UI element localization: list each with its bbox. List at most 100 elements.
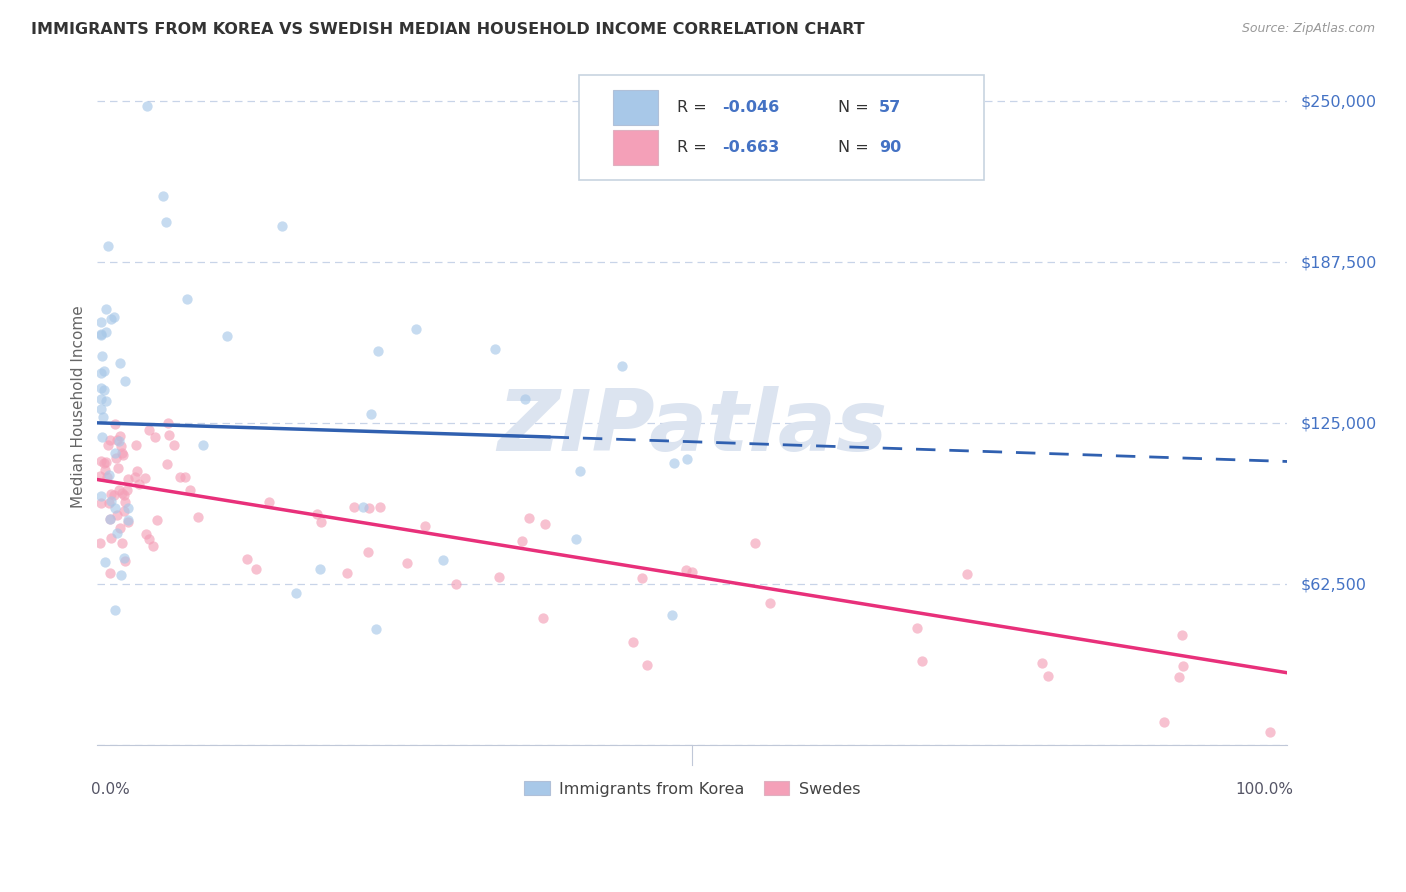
Point bbox=[112, 488, 135, 502]
Legend: Immigrants from Korea, Swedes: Immigrants from Korea, Swedes bbox=[516, 773, 869, 805]
Text: N =: N = bbox=[838, 140, 873, 155]
Point bbox=[135, 526, 157, 541]
Point bbox=[484, 342, 506, 356]
Point bbox=[117, 483, 139, 497]
FancyBboxPatch shape bbox=[579, 75, 984, 180]
Point bbox=[305, 508, 328, 522]
Point bbox=[413, 519, 436, 533]
Point bbox=[623, 635, 645, 649]
Point bbox=[352, 500, 374, 514]
Point bbox=[1170, 628, 1192, 642]
Point bbox=[176, 292, 198, 306]
Point bbox=[513, 392, 536, 406]
Point bbox=[631, 571, 654, 585]
Point bbox=[146, 513, 169, 527]
Point bbox=[108, 520, 131, 534]
Point bbox=[103, 488, 125, 502]
Point bbox=[236, 552, 259, 566]
Point bbox=[100, 487, 122, 501]
Point bbox=[90, 430, 112, 444]
Point bbox=[96, 301, 118, 316]
Point bbox=[636, 658, 658, 673]
Point bbox=[675, 563, 697, 577]
Point bbox=[100, 494, 122, 508]
Point bbox=[114, 495, 136, 509]
Point bbox=[336, 566, 359, 581]
Point bbox=[96, 469, 118, 483]
Point bbox=[257, 494, 280, 508]
Point bbox=[217, 329, 239, 343]
Point bbox=[108, 434, 131, 448]
Point bbox=[98, 512, 121, 526]
Text: -0.046: -0.046 bbox=[723, 100, 779, 115]
Point bbox=[110, 356, 132, 370]
Point bbox=[108, 429, 131, 443]
Point bbox=[90, 489, 112, 503]
Point bbox=[104, 446, 127, 460]
Text: 57: 57 bbox=[879, 100, 901, 115]
Point bbox=[94, 325, 117, 339]
Point bbox=[364, 622, 387, 636]
Point bbox=[309, 562, 332, 576]
Point bbox=[124, 470, 146, 484]
Text: 0.0%: 0.0% bbox=[91, 782, 131, 797]
Point bbox=[309, 516, 332, 530]
Point bbox=[517, 511, 540, 525]
Point bbox=[107, 508, 129, 523]
Point bbox=[93, 364, 115, 378]
Point bbox=[488, 569, 510, 583]
Point bbox=[105, 525, 128, 540]
Point bbox=[142, 539, 165, 553]
Point bbox=[569, 465, 592, 479]
Point bbox=[90, 453, 112, 467]
Point bbox=[125, 438, 148, 452]
Point bbox=[179, 483, 201, 498]
Point bbox=[610, 359, 633, 373]
Point bbox=[1173, 659, 1195, 673]
Point bbox=[1258, 725, 1281, 739]
Point bbox=[90, 381, 112, 395]
Point bbox=[105, 433, 128, 447]
Point bbox=[90, 366, 112, 380]
Point bbox=[911, 654, 934, 668]
Point bbox=[1168, 670, 1191, 684]
Text: Source: ZipAtlas.com: Source: ZipAtlas.com bbox=[1241, 22, 1375, 36]
Point bbox=[100, 312, 122, 326]
Text: R =: R = bbox=[676, 140, 711, 155]
Point bbox=[157, 428, 180, 442]
Point bbox=[98, 433, 121, 447]
FancyBboxPatch shape bbox=[613, 90, 658, 125]
Point bbox=[396, 556, 419, 570]
Text: IMMIGRANTS FROM KOREA VS SWEDISH MEDIAN HOUSEHOLD INCOME CORRELATION CHART: IMMIGRANTS FROM KOREA VS SWEDISH MEDIAN … bbox=[31, 22, 865, 37]
Point bbox=[432, 552, 454, 566]
Point bbox=[90, 402, 112, 417]
Point bbox=[343, 500, 366, 514]
Point bbox=[93, 463, 115, 477]
Point bbox=[125, 464, 148, 478]
Point bbox=[110, 439, 132, 453]
Point bbox=[89, 469, 111, 483]
Point bbox=[103, 310, 125, 324]
Point bbox=[90, 327, 112, 342]
Point bbox=[675, 452, 697, 467]
Point bbox=[90, 496, 112, 510]
Point bbox=[89, 536, 111, 550]
Point bbox=[245, 562, 267, 576]
Point bbox=[661, 608, 683, 623]
Text: N =: N = bbox=[838, 100, 873, 115]
Point bbox=[94, 455, 117, 469]
Point bbox=[163, 438, 186, 452]
Text: ZIPatlas: ZIPatlas bbox=[498, 385, 887, 468]
Point bbox=[1038, 669, 1060, 683]
Point bbox=[104, 602, 127, 616]
Point bbox=[97, 467, 120, 482]
Point bbox=[187, 510, 209, 524]
Point bbox=[152, 189, 174, 203]
Point bbox=[117, 501, 139, 516]
Point bbox=[91, 409, 114, 424]
FancyBboxPatch shape bbox=[613, 130, 658, 165]
Point bbox=[285, 586, 308, 600]
Point bbox=[114, 554, 136, 568]
Point bbox=[114, 375, 136, 389]
Point bbox=[565, 533, 588, 547]
